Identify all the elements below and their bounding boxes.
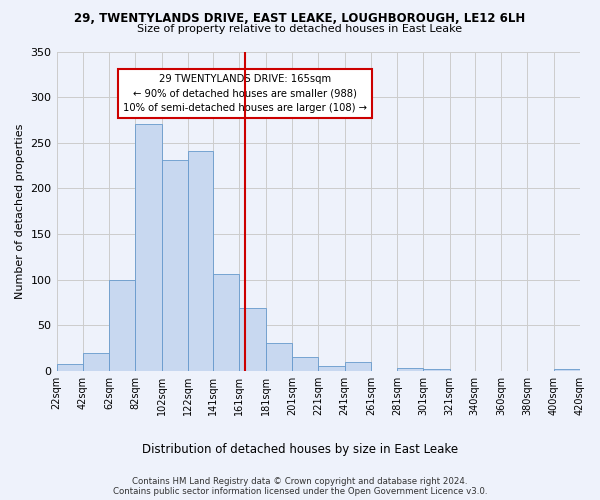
Bar (83, 352, 109, 371)
Bar (162, 160, 188, 371)
Y-axis label: Number of detached properties: Number of detached properties (15, 124, 25, 299)
Bar (424, 369, 450, 371)
Bar (554, 369, 580, 371)
Bar (292, 357, 318, 371)
Text: Contains public sector information licensed under the Open Government Licence v3: Contains public sector information licen… (113, 488, 487, 496)
Bar (56, 364, 83, 371)
Text: Distribution of detached houses by size in East Leake: Distribution of detached houses by size … (142, 442, 458, 456)
Bar (318, 366, 344, 371)
Bar (188, 151, 213, 371)
Bar (266, 344, 292, 371)
Bar (397, 368, 424, 371)
Bar (239, 308, 266, 371)
Bar (109, 280, 136, 371)
Bar (136, 124, 162, 371)
Text: Size of property relative to detached houses in East Leake: Size of property relative to detached ho… (137, 24, 463, 34)
Text: 29, TWENTYLANDS DRIVE, EAST LEAKE, LOUGHBOROUGH, LE12 6LH: 29, TWENTYLANDS DRIVE, EAST LEAKE, LOUGH… (74, 12, 526, 26)
Bar (344, 362, 371, 371)
Text: 29 TWENTYLANDS DRIVE: 165sqm
← 90% of detached houses are smaller (988)
10% of s: 29 TWENTYLANDS DRIVE: 165sqm ← 90% of de… (123, 74, 367, 114)
Bar (213, 274, 239, 371)
Text: Contains HM Land Registry data © Crown copyright and database right 2024.: Contains HM Land Registry data © Crown c… (132, 478, 468, 486)
